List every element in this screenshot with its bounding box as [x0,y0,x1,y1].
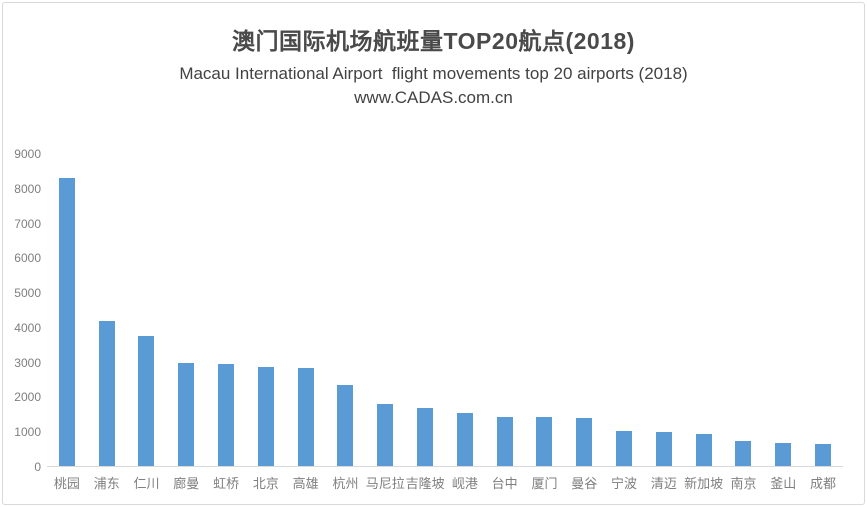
x-tick-label: 成都 [810,476,837,491]
x-tick-label: 仁川 [133,476,160,491]
bar [456,412,473,466]
bar [815,443,832,466]
bar-column [564,154,604,466]
x-tick-label: 新加坡 [684,476,724,491]
y-tick-label: 1000 [14,425,41,440]
bar-column [326,154,366,466]
x-axis: 桃园 浦东 仁川 廊曼 虹桥 北京 高雄 杭州 马尼拉 吉隆坡 岘港 台中 厦门 曼谷 宁波 清迈 新加坡 南京釜… [47,473,843,492]
bar-column [803,154,843,466]
y-tick-label: 7000 [14,216,41,231]
bar [496,416,513,466]
bar-column [47,154,87,466]
x-tick-label: 北京 [252,476,279,491]
bar [775,442,792,466]
y-tick-label: 8000 [14,181,41,196]
x-tick-label: 台中 [491,476,518,491]
x-tick-label: 吉隆坡 [405,476,445,491]
bar [576,417,593,466]
x-tick-label: 南京 [730,476,757,491]
chart-header: 澳门国际机场航班量TOP20航点(2018) Macau Internation… [0,22,867,108]
bar-column [365,154,405,466]
bar-column [87,154,127,466]
bar [138,335,155,466]
bar [257,366,274,466]
x-tick-label: 宁波 [611,476,638,491]
bar-column [724,154,764,466]
x-tick-label: 马尼拉 [365,476,405,491]
bar [695,434,712,466]
bar-column [525,154,565,466]
bar-column [127,154,167,466]
bar-column [246,154,286,466]
y-tick-label: 5000 [14,286,41,301]
bar-column [286,154,326,466]
x-tick-label: 曼谷 [571,476,598,491]
bar [58,178,75,466]
x-tick-label: 高雄 [292,476,319,491]
bar [655,431,672,466]
bar [536,417,553,466]
bar-column [644,154,684,466]
x-tick-label: 岘港 [451,476,478,491]
plot-area [47,154,843,467]
x-tick-label: 虹桥 [213,476,240,491]
bar-column [405,154,445,466]
chart-watermark: www.CADAS.com.cn [354,88,513,107]
y-tick-label: 6000 [14,251,41,266]
x-tick-label: 浦东 [93,476,120,491]
y-tick-label: 0 [34,460,41,474]
x-tick-label: 釜山 [770,476,797,491]
bar-series [47,154,843,466]
bar [735,441,752,466]
bar-column [445,154,485,466]
bar-column [206,154,246,466]
bar-column [684,154,724,466]
bar [417,408,434,466]
x-tick-label: 厦门 [531,476,558,491]
bar [377,404,394,466]
bar [98,321,115,466]
x-tick-label: 桃园 [53,476,80,491]
bar [616,430,633,466]
y-tick-label: 9000 [14,147,41,161]
bar [218,364,235,466]
y-axis: 0 1000 2000 3000 4000 5000 6000 7000 8000 9000 [0,0,41,507]
x-tick-label: 廊曼 [173,476,200,491]
y-tick-label: 3000 [14,355,41,370]
bar-column [485,154,525,466]
chart-title: 澳门国际机场航班量TOP20航点(2018) [232,28,635,54]
bar-column [166,154,206,466]
y-tick-label: 4000 [14,320,41,335]
bar-column [763,154,803,466]
bar [337,385,354,466]
x-tick-label: 清迈 [650,476,677,491]
bar [178,363,195,466]
bar-column [604,154,644,466]
x-tick-label: 杭州 [332,476,359,491]
chart-subtitle: Macau International Airport flight movem… [179,64,688,83]
bar [297,367,314,466]
y-tick-label: 2000 [14,390,41,405]
